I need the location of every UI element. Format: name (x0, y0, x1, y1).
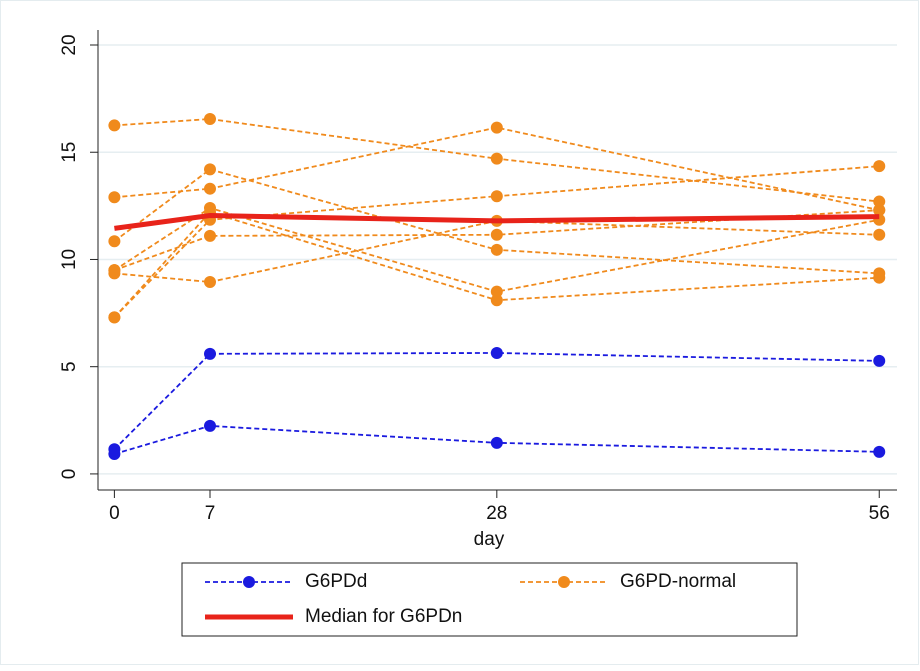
point (108, 235, 121, 248)
point (873, 354, 886, 367)
series-line (114, 212, 880, 231)
series-line (113, 352, 880, 450)
point (203, 182, 216, 195)
point (873, 228, 886, 241)
x-tick-label: 56 (869, 503, 890, 524)
series-line (114, 424, 880, 455)
y-tick-label: 0 (59, 469, 80, 480)
y-tick-label: 5 (59, 361, 80, 372)
y-tick-label: 10 (59, 249, 80, 270)
y-tick-label: 20 (59, 34, 80, 55)
point (490, 285, 503, 298)
legend (181, 562, 798, 637)
point (490, 228, 503, 241)
series-line (113, 211, 880, 318)
series-line (113, 165, 880, 318)
series-line (114, 219, 880, 283)
x-tick-label: 7 (205, 503, 216, 524)
point (873, 204, 886, 217)
legend-label: G6PD-normal (620, 571, 736, 592)
point (490, 152, 503, 165)
point (203, 347, 216, 360)
point (873, 160, 886, 173)
point (490, 436, 503, 449)
series-line (113, 168, 880, 275)
point (203, 419, 216, 432)
x-tick-label: 28 (486, 503, 507, 524)
x-axis-title: day (474, 529, 505, 550)
point (873, 271, 886, 284)
point (108, 264, 121, 277)
y-tick-label: 15 (59, 142, 80, 163)
point (490, 121, 503, 134)
point (490, 243, 503, 256)
point (873, 445, 886, 458)
point (108, 191, 121, 204)
series-line (113, 207, 880, 293)
point (203, 275, 216, 288)
x-tick-label: 0 (109, 503, 120, 524)
series-line (114, 118, 880, 203)
point (203, 112, 216, 125)
point (108, 311, 121, 324)
legend-label: Median for G6PDn (305, 606, 462, 627)
point (203, 163, 216, 176)
point (108, 447, 121, 460)
point (203, 229, 216, 242)
legend-marker (243, 576, 255, 588)
legend-marker (558, 576, 570, 588)
series-line (114, 126, 880, 212)
point (490, 190, 503, 203)
point (108, 119, 121, 132)
series-line (114, 209, 880, 272)
legend-label: G6PDd (305, 571, 367, 592)
point (490, 294, 503, 307)
point (490, 346, 503, 359)
point (873, 195, 886, 208)
